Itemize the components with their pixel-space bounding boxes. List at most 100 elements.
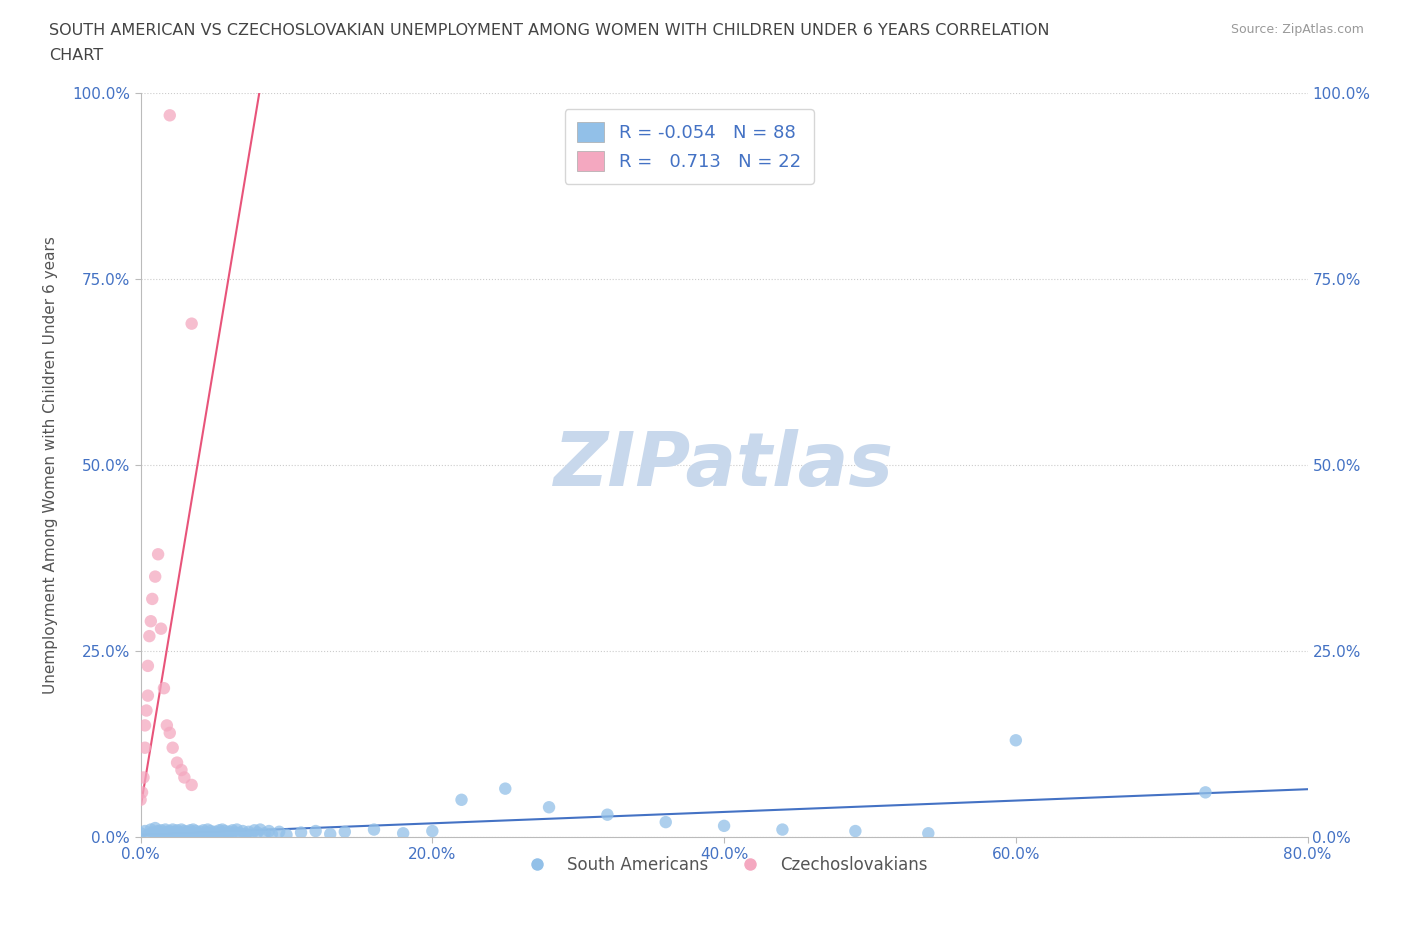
Point xyxy=(162,825,184,840)
Point xyxy=(363,822,385,837)
Point xyxy=(177,828,200,843)
Point xyxy=(1194,785,1216,800)
Point xyxy=(153,827,176,842)
Point xyxy=(229,826,252,841)
Point xyxy=(225,822,247,837)
Point xyxy=(134,824,156,839)
Point xyxy=(148,828,170,843)
Point xyxy=(156,824,179,839)
Point xyxy=(211,822,233,837)
Point xyxy=(153,681,176,696)
Point xyxy=(243,823,266,838)
Point xyxy=(135,703,157,718)
Text: CHART: CHART xyxy=(49,48,103,63)
Y-axis label: Unemployment Among Women with Children Under 6 years: Unemployment Among Women with Children U… xyxy=(44,236,58,694)
Point xyxy=(173,824,195,839)
Point xyxy=(163,827,186,842)
Point xyxy=(333,824,356,839)
Point xyxy=(172,826,194,841)
Point xyxy=(450,792,472,807)
Point xyxy=(181,822,204,837)
Point xyxy=(200,824,222,839)
Point xyxy=(138,629,160,644)
Point xyxy=(143,569,166,584)
Point xyxy=(162,822,184,837)
Text: SOUTH AMERICAN VS CZECHOSLOVAKIAN UNEMPLOYMENT AMONG WOMEN WITH CHILDREN UNDER 6: SOUTH AMERICAN VS CZECHOSLOVAKIAN UNEMPL… xyxy=(49,23,1050,38)
Point xyxy=(159,824,181,839)
Point xyxy=(166,755,188,770)
Point xyxy=(188,827,211,842)
Point xyxy=(772,822,794,837)
Point xyxy=(190,824,212,839)
Point xyxy=(180,777,202,792)
Point xyxy=(1005,733,1028,748)
Point xyxy=(209,825,232,840)
Point xyxy=(170,763,193,777)
Point xyxy=(260,827,283,842)
Point xyxy=(232,824,254,839)
Point xyxy=(253,826,276,841)
Point xyxy=(132,770,155,785)
Point xyxy=(166,823,188,838)
Point xyxy=(208,823,231,838)
Point xyxy=(202,827,225,842)
Point xyxy=(180,316,202,331)
Point xyxy=(165,824,187,839)
Point xyxy=(538,800,561,815)
Point xyxy=(136,828,159,843)
Point xyxy=(184,824,207,839)
Point xyxy=(167,828,190,843)
Point xyxy=(290,825,312,840)
Point xyxy=(139,822,162,837)
Point xyxy=(136,658,159,673)
Point xyxy=(422,824,444,839)
Point xyxy=(155,822,177,837)
Point xyxy=(494,781,516,796)
Point xyxy=(249,822,271,837)
Point xyxy=(159,108,181,123)
Point xyxy=(205,828,228,843)
Point xyxy=(305,824,328,839)
Point xyxy=(141,591,163,606)
Point xyxy=(198,826,221,841)
Point xyxy=(212,826,235,841)
Point xyxy=(596,807,619,822)
Point xyxy=(392,826,415,841)
Point xyxy=(157,828,180,843)
Point xyxy=(257,824,280,839)
Point xyxy=(159,826,181,841)
Point xyxy=(176,824,198,839)
Point xyxy=(655,815,678,830)
Point xyxy=(134,718,156,733)
Point xyxy=(170,822,193,837)
Point xyxy=(319,827,342,842)
Point xyxy=(141,825,163,840)
Point xyxy=(150,823,173,838)
Point xyxy=(844,824,866,839)
Point xyxy=(136,688,159,703)
Point xyxy=(156,718,179,733)
Point xyxy=(180,825,202,840)
Point xyxy=(235,827,257,842)
Point xyxy=(169,825,191,840)
Point xyxy=(129,826,152,841)
Point xyxy=(146,547,169,562)
Point xyxy=(217,827,239,842)
Point xyxy=(143,820,166,835)
Point xyxy=(146,824,169,839)
Legend: South Americans, Czechoslovakians: South Americans, Czechoslovakians xyxy=(513,849,935,881)
Point xyxy=(214,824,236,839)
Point xyxy=(162,740,184,755)
Point xyxy=(183,826,205,841)
Text: Source: ZipAtlas.com: Source: ZipAtlas.com xyxy=(1230,23,1364,36)
Point xyxy=(197,822,219,837)
Point xyxy=(143,827,166,842)
Point xyxy=(246,825,269,840)
Point xyxy=(276,828,298,843)
Point xyxy=(134,740,156,755)
Point xyxy=(179,823,201,838)
Text: ZIPatlas: ZIPatlas xyxy=(554,429,894,501)
Point xyxy=(224,825,246,840)
Point xyxy=(174,827,197,842)
Point xyxy=(917,826,939,841)
